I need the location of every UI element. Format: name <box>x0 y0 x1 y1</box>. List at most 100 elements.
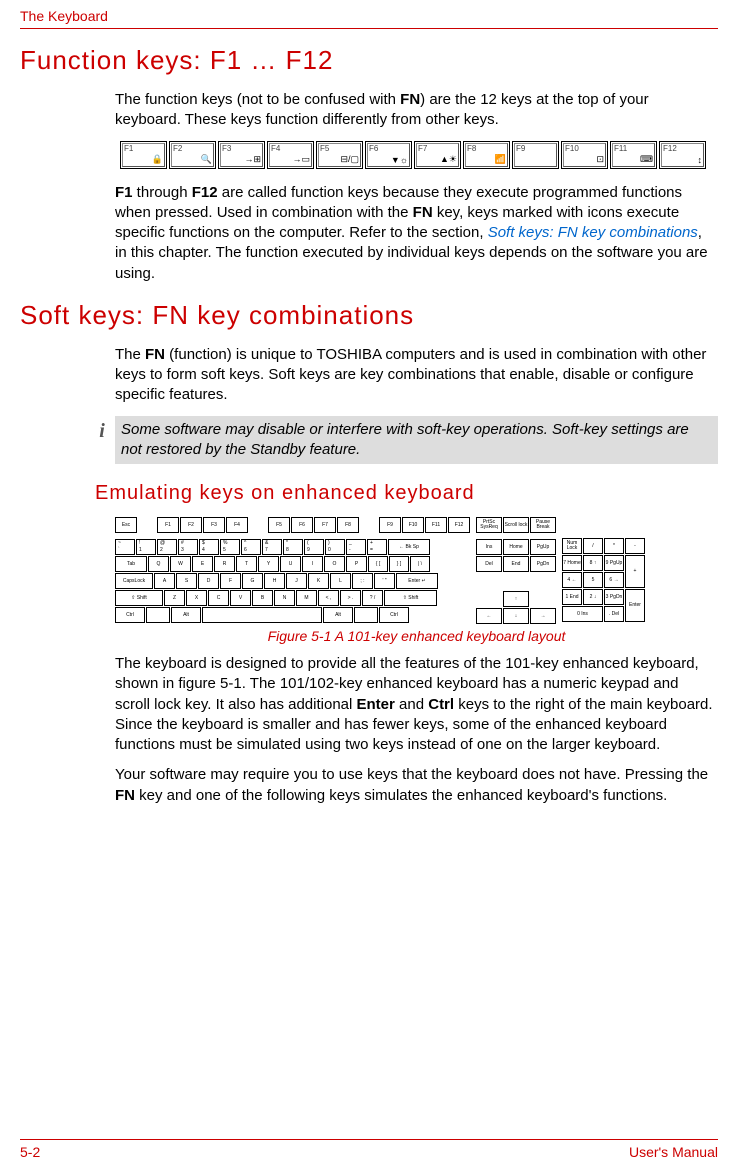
key <box>202 607 322 623</box>
fkey-f12: F12↕ <box>659 141 706 169</box>
para-kbd-design: The keyboard is designed to provide all … <box>115 654 716 755</box>
key: A <box>154 573 175 589</box>
key: Ctrl <box>379 607 409 623</box>
key: H <box>264 573 285 589</box>
key: Q <box>148 556 169 572</box>
doc-title: User's Manual <box>629 1144 718 1160</box>
key: F12 <box>448 517 470 533</box>
bold-enter: Enter <box>357 696 395 713</box>
fkey-f4: F4→▭ <box>267 141 314 169</box>
key: O <box>324 556 345 572</box>
key: F11 <box>425 517 447 533</box>
key: ⇧ Shift <box>384 590 437 606</box>
key: F4 <box>226 517 248 533</box>
key: X <box>186 590 207 606</box>
key: L <box>330 573 351 589</box>
key: ' " <box>374 573 395 589</box>
text: The function keys (not to be confused wi… <box>115 91 400 108</box>
key: < , <box>318 590 339 606</box>
key: 6 → <box>604 572 624 588</box>
subsection-title-emulating: Emulating keys on enhanced keyboard <box>95 482 718 505</box>
bold-fn4: FN <box>115 787 135 804</box>
text: The <box>115 346 145 363</box>
key: !1 <box>136 539 156 555</box>
key: Ins <box>476 539 502 555</box>
key: { [ <box>368 556 388 572</box>
key: PrtSc SysReq <box>476 517 502 533</box>
key: R <box>214 556 235 572</box>
key: Z <box>164 590 185 606</box>
fkey-f1: F1🔒 <box>120 141 167 169</box>
key: > . <box>340 590 361 606</box>
fkey-f9: F9 <box>512 141 559 169</box>
key: 3 PgDn <box>604 589 624 605</box>
key: &7 <box>262 539 282 555</box>
key: B <box>252 590 273 606</box>
key: P <box>346 556 367 572</box>
bold-f1: F1 <box>115 184 133 201</box>
para-softkeys: The FN (function) is unique to TOSHIBA c… <box>115 345 716 406</box>
key: %5 <box>220 539 240 555</box>
function-key-row-diagram: F1🔒F2🔍F3→⊞F4→▭F5⊟/▢F6▼☼F7▲☀F8📶F9F10⊡F11⌨… <box>120 141 718 169</box>
bold-fn3: FN <box>145 346 165 363</box>
key: Num Lock <box>562 538 582 554</box>
text: through <box>133 184 192 201</box>
text: key and one of the following keys simula… <box>135 787 667 804</box>
key: F <box>220 573 241 589</box>
key: Enter ↵ <box>396 573 438 589</box>
key: Enter <box>625 589 645 622</box>
key: G <box>242 573 263 589</box>
para-simulate: Your software may require you to use key… <box>115 765 716 806</box>
figure-caption: Figure 5-1 A 101-key enhanced keyboard l… <box>115 628 718 644</box>
key: D <box>198 573 219 589</box>
chapter-header: The Keyboard <box>20 0 718 29</box>
key: _- <box>346 539 366 555</box>
page-number: 5-2 <box>20 1144 40 1160</box>
key: C <box>208 590 229 606</box>
fkey-f7: F7▲☀ <box>414 141 461 169</box>
key: ; : <box>352 573 373 589</box>
bold-fn: FN <box>400 91 420 108</box>
key: Esc <box>115 517 137 533</box>
key: (9 <box>304 539 324 555</box>
key: - <box>625 538 645 554</box>
key: K <box>308 573 329 589</box>
key: F2 <box>180 517 202 533</box>
key: F7 <box>314 517 336 533</box>
key: PgDn <box>530 556 556 572</box>
key: F5 <box>268 517 290 533</box>
fkey-f2: F2🔍 <box>169 141 216 169</box>
key: 0 Ins <box>562 606 603 622</box>
key: 7 Home <box>562 555 582 571</box>
key: | \ <box>410 556 430 572</box>
fkey-f8: F8📶 <box>463 141 510 169</box>
key <box>146 607 170 623</box>
key: ↑ <box>503 591 529 607</box>
key: #3 <box>178 539 198 555</box>
key: Ctrl <box>115 607 145 623</box>
key: F1 <box>157 517 179 533</box>
text: Your software may require you to use key… <box>115 766 708 783</box>
key: )0 <box>325 539 345 555</box>
section-title-soft-keys: Soft keys: FN key combinations <box>20 300 718 331</box>
key: * <box>604 538 624 554</box>
key: 8 ↑ <box>583 555 603 571</box>
bold-ctrl: Ctrl <box>428 696 454 713</box>
key: M <box>296 590 317 606</box>
key: N <box>274 590 295 606</box>
key: T <box>236 556 257 572</box>
keyboard-layout-figure: EscF1F2F3F4F5F6F7F8F9F10F11F12~`!1@2#3$4… <box>115 517 710 624</box>
section-title-function-keys: Function keys: F1 … F12 <box>20 45 718 76</box>
key: F9 <box>379 517 401 533</box>
link-soft-keys[interactable]: Soft keys: FN key combinations <box>488 224 698 241</box>
key: ⇧ Shift <box>115 590 163 606</box>
note-block: i Some software may disable or interfere… <box>115 416 718 465</box>
key: + <box>625 555 645 588</box>
key: ^6 <box>241 539 261 555</box>
key: F3 <box>203 517 225 533</box>
page-footer: 5-2 User's Manual <box>20 1139 718 1160</box>
key: ? / <box>362 590 383 606</box>
key: $4 <box>199 539 219 555</box>
text: and <box>395 696 428 713</box>
key: ~` <box>115 539 135 555</box>
